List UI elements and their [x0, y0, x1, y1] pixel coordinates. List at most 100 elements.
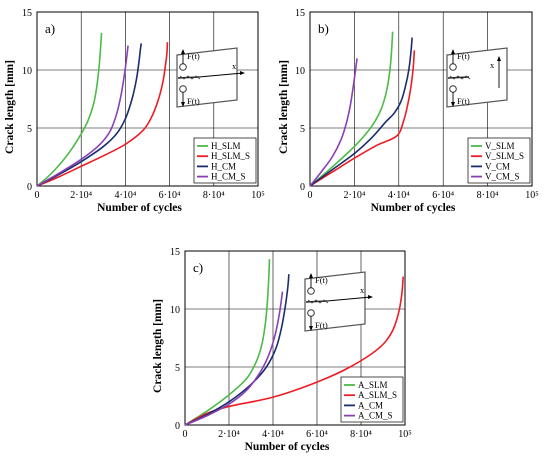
- crack-axis-arrow: [326, 296, 372, 302]
- plot-frame: [309, 11, 533, 187]
- crack-axis-arrowhead: [240, 71, 245, 75]
- specimen-plate: [304, 271, 366, 332]
- y-tick-label: 0: [175, 421, 180, 432]
- panel-label: b): [318, 21, 329, 36]
- crack-axis-arrowhead: [368, 295, 373, 299]
- series-line-v-slm-s: [309, 50, 416, 187]
- inset-axis-label: x: [360, 285, 365, 295]
- legend-label: H_SLM_S: [211, 151, 250, 161]
- y-tick-label: 5: [27, 124, 32, 135]
- force-arrowhead-down: [309, 326, 313, 331]
- y-tick-label: 0: [300, 182, 305, 193]
- x-axis-label: Number of cycles: [245, 441, 330, 453]
- y-axis-label: Crack length [mm]: [152, 299, 164, 393]
- panel-label: c): [193, 260, 203, 275]
- x-tick-label: 8·10⁴: [203, 190, 225, 201]
- plot-frame: [36, 11, 259, 187]
- x-tick-label: 4·10⁴: [114, 190, 136, 201]
- force-arrowhead-up: [181, 49, 185, 54]
- chart-panel-b: 0 2·10⁴ 4·10⁴ 6·10⁴ 8·10⁴ 10⁵ 0 5 10 15 Number of …: [278, 8, 539, 214]
- notch-line: [177, 76, 200, 79]
- legend-label: H_SLM: [211, 141, 241, 151]
- series-line-v-slm: [309, 31, 394, 187]
- specimen-inset: F(t) F(t) x: [446, 47, 508, 108]
- x-tick-label: 10⁵: [251, 190, 265, 201]
- x-tick-label: 2·10⁴: [343, 190, 365, 201]
- x-tick-label: 0: [35, 190, 40, 201]
- legend-label: A_CM: [358, 400, 383, 410]
- x-tick-label: 6·10⁴: [306, 429, 328, 440]
- series-line-h-cm: [36, 43, 143, 187]
- crack-axis-arrowhead: [497, 56, 501, 61]
- x-tick-label: 8·10⁴: [477, 190, 499, 201]
- inset-axis-label: x: [490, 60, 495, 70]
- legend-box: [193, 137, 257, 184]
- crack-path: [449, 75, 471, 80]
- legend-label: H_CM: [211, 161, 236, 171]
- specimen-plate: [176, 47, 238, 108]
- legend-label: V_CM: [485, 161, 510, 171]
- notch-line: [447, 76, 470, 79]
- y-tick-label: 10: [295, 66, 305, 77]
- x-axis-label: Number of cycles: [97, 202, 182, 214]
- crack-path: [179, 75, 201, 80]
- force-arrowhead-up: [309, 273, 313, 278]
- x-axis-label: Number of cycles: [371, 202, 456, 214]
- y-tick-label: 15: [22, 8, 32, 19]
- legend-label: A_CM_S: [358, 411, 393, 421]
- specimen-inset: F(t) F(t) x: [176, 47, 245, 108]
- specimen-plate: [446, 47, 508, 108]
- series-line-a-slm: [184, 259, 271, 426]
- x-tick-label: 4·10⁴: [388, 190, 410, 201]
- x-tick-label: 6·10⁴: [159, 190, 181, 201]
- inset-force-top: F(t): [315, 275, 328, 285]
- plot-frame: [184, 250, 406, 426]
- legend-label: V_CM_S: [485, 172, 520, 182]
- inset-axis-label: x: [232, 61, 237, 71]
- chart-panel-a: 0 2·10⁴ 4·10⁴ 6·10⁴ 8·10⁴ 10⁵ 0 5 10 15 Number of …: [4, 8, 265, 214]
- panel-label: a): [45, 21, 55, 36]
- x-tick-label: 0: [308, 190, 313, 201]
- inset-force-bottom: F(t): [315, 320, 328, 330]
- x-tick-label: 4·10⁴: [262, 429, 284, 440]
- force-arrowhead-down: [451, 102, 455, 107]
- legend-label: H_CM_S: [211, 172, 246, 182]
- legend-label: A_SLM_S: [358, 390, 397, 400]
- x-tick-label: 10⁵: [525, 190, 539, 201]
- series-line-a-cm: [184, 274, 290, 426]
- y-tick-label: 5: [175, 363, 180, 374]
- inset-force-bottom: F(t): [457, 96, 470, 106]
- y-tick-label: 10: [22, 66, 32, 77]
- legend-label: V_SLM_S: [485, 151, 524, 161]
- specimen-inset: F(t) F(t) x: [304, 271, 373, 332]
- series-line-h-cm-s: [36, 45, 129, 187]
- inset-force-bottom: F(t): [187, 96, 200, 106]
- y-tick-label: 10: [170, 305, 180, 316]
- y-tick-label: 0: [27, 182, 32, 193]
- inset-force-top: F(t): [187, 51, 200, 61]
- series-line-v-cm-s: [309, 58, 358, 187]
- y-axis-label: Crack length [mm]: [4, 60, 16, 154]
- y-tick-label: 5: [300, 124, 305, 135]
- series-line-h-slm: [36, 32, 103, 187]
- series-line-h-slm-s: [36, 42, 169, 187]
- y-tick-label: 15: [295, 8, 305, 19]
- force-arrowhead-up: [451, 49, 455, 54]
- x-tick-label: 2·10⁴: [218, 429, 240, 440]
- x-tick-label: 8·10⁴: [350, 429, 372, 440]
- crack-path: [307, 299, 329, 304]
- legend-label: V_SLM: [485, 141, 515, 151]
- notch-line: [305, 300, 328, 303]
- y-tick-label: 15: [170, 247, 180, 258]
- force-arrowhead-down: [181, 102, 185, 107]
- chart-panel-c: 0 2·10⁴ 4·10⁴ 6·10⁴ 8·10⁴ 10⁵ 0 5 10 15 Number of …: [152, 247, 412, 453]
- series-line-a-cm-s: [184, 291, 284, 426]
- x-tick-label: 6·10⁴: [432, 190, 454, 201]
- inset-force-top: F(t): [457, 51, 470, 61]
- x-tick-label: 0: [183, 429, 188, 440]
- x-tick-label: 10⁵: [398, 429, 412, 440]
